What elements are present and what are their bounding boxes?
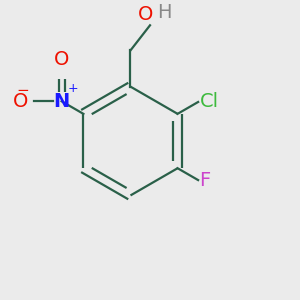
Text: Cl: Cl [200, 92, 219, 112]
Text: O: O [137, 5, 153, 24]
Text: F: F [200, 171, 211, 190]
Text: N: N [53, 92, 70, 111]
Text: −: − [16, 82, 29, 98]
Text: O: O [54, 50, 69, 69]
Text: O: O [13, 92, 28, 111]
Text: H: H [157, 4, 172, 22]
Text: +: + [68, 82, 78, 95]
